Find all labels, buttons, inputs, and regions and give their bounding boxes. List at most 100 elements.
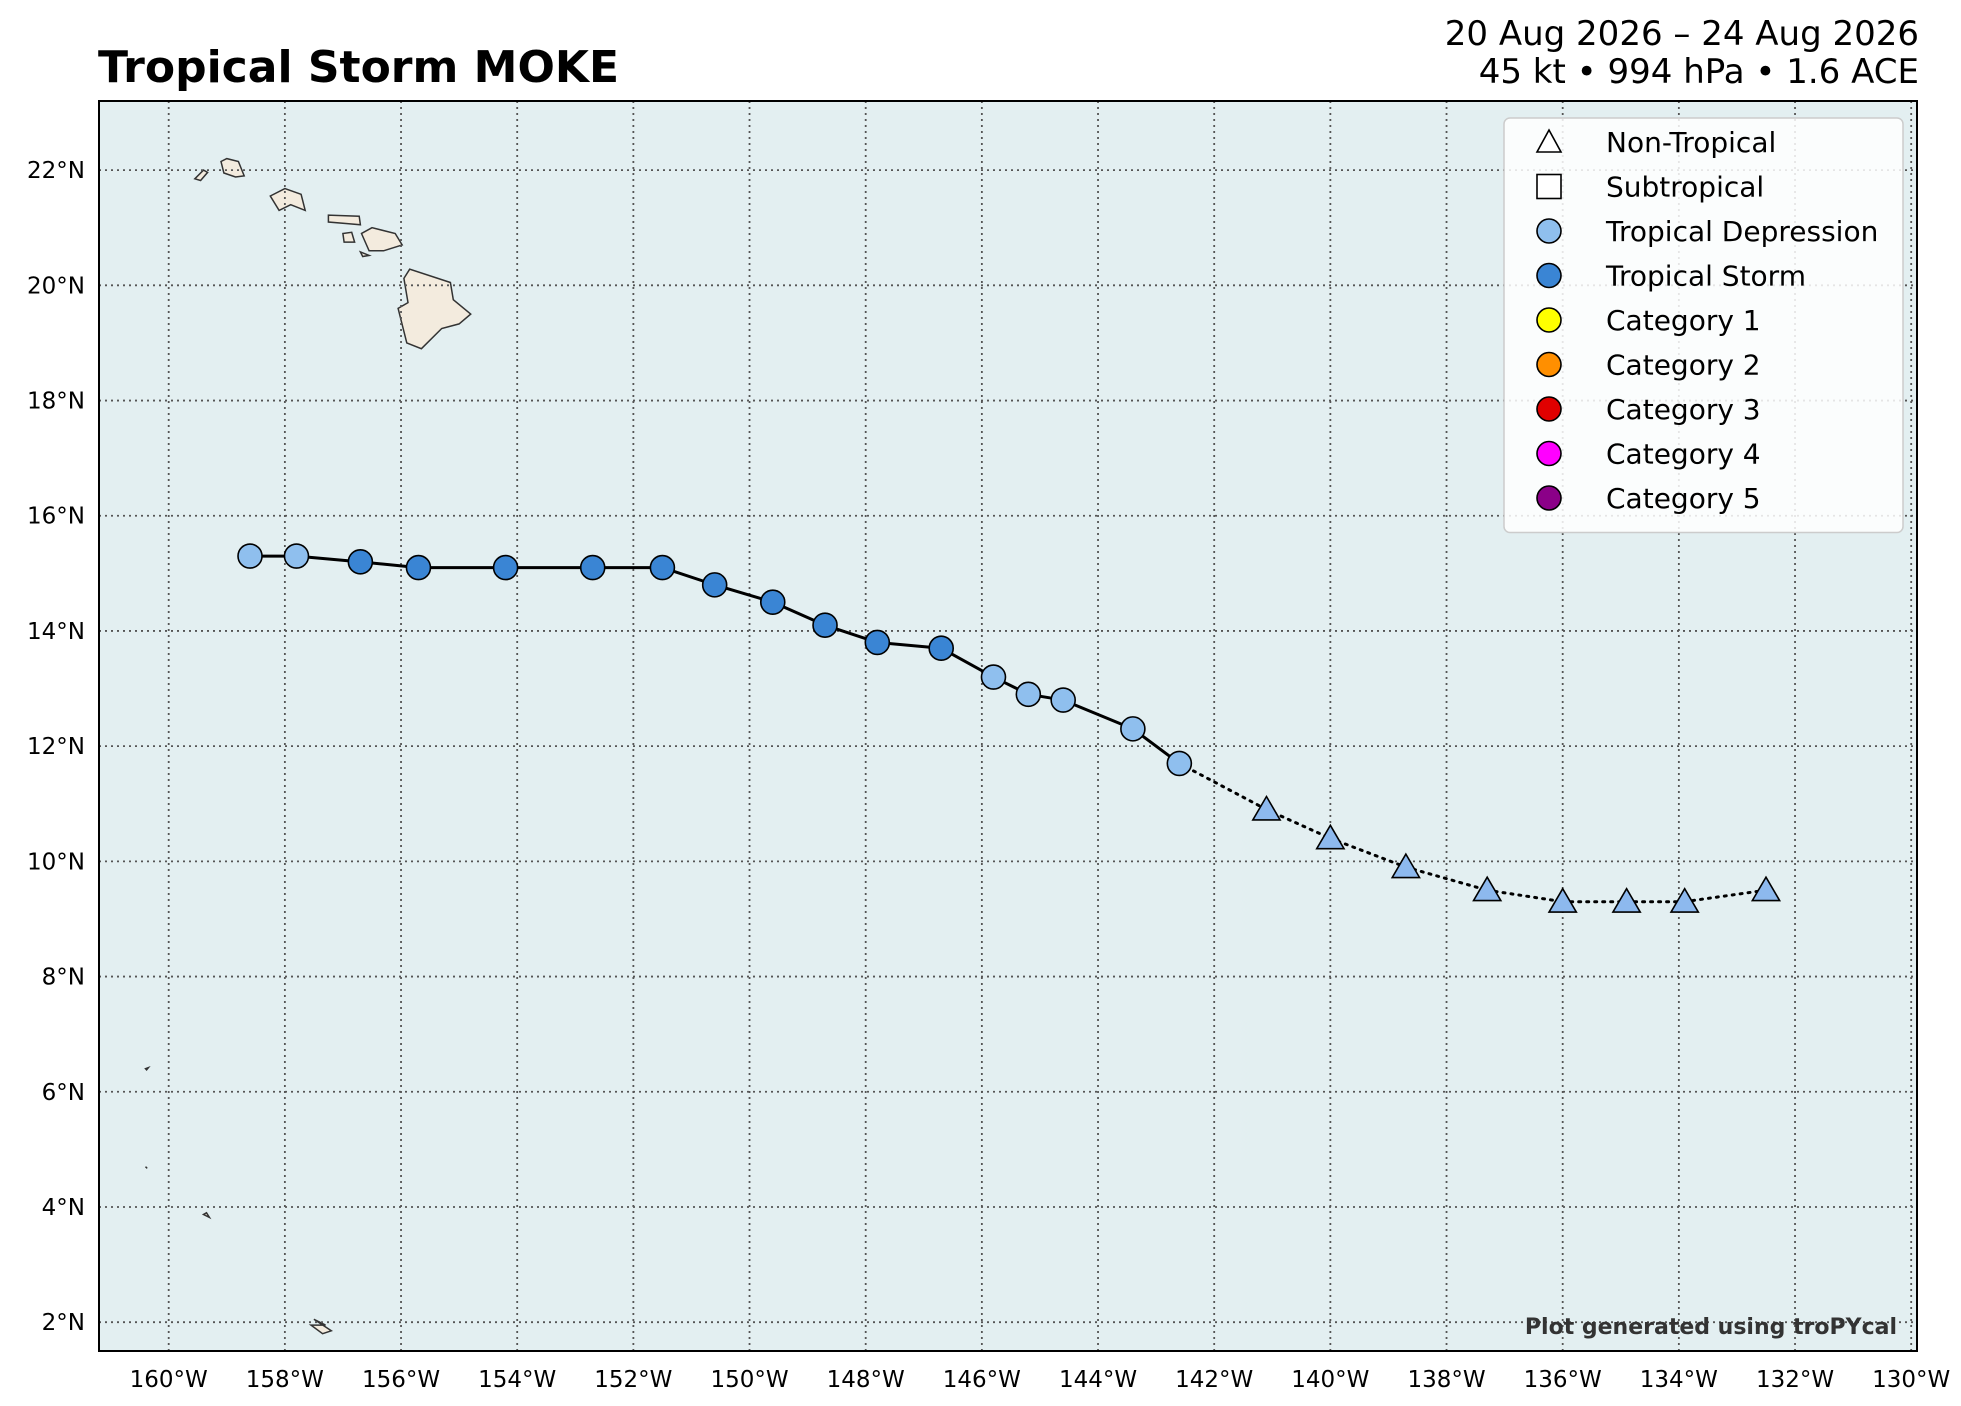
lat-tick-label: 2°N [42,1310,85,1336]
track-point-tropical-storm [928,635,955,662]
legend-marker-circle [1536,307,1562,333]
track-point-non-tropical [1611,887,1642,913]
track-segment [1485,888,1565,904]
map-frame [98,100,1918,1352]
lon-tick-label: 146°W [943,1367,1021,1393]
track-point-tropical-depression [237,543,263,569]
lon-tick-label: 150°W [710,1367,788,1393]
lat-tick-label: 16°N [27,504,85,530]
lon-tick-label: 144°W [1059,1367,1137,1393]
legend-marker-circle [1536,440,1562,467]
legend-label: Category 4 [1606,438,1761,471]
island-tabuaeran [201,1211,212,1220]
legend: Non-Tropical Subtropical Tropical Depressi… [1503,117,1904,534]
track-point-tropical-storm [579,554,606,581]
track-segment [1328,836,1408,869]
storm-track [237,543,1782,913]
island-lanai [342,231,356,243]
track-point-non-tropical [1472,875,1503,902]
legend-label: Category 5 [1606,482,1761,515]
track-point-tropical-storm [347,549,374,575]
legend-label: Tropical Storm [1605,260,1806,293]
lat-tick-label: 20°N [27,273,85,299]
track-point-non-tropical [1251,794,1282,821]
lon-tick-label: 148°W [827,1367,905,1393]
legend-marker-triangle [1535,128,1563,153]
island-kahoolawe [358,250,372,258]
track-point-non-tropical [1390,852,1421,879]
lon-tick-label: 152°W [594,1367,672,1393]
track-segment [1404,865,1489,892]
island-kauai [220,157,246,178]
plot-credit: Plot generated using troPYcal [1525,1315,1897,1340]
track-point-tropical-storm [864,629,891,656]
track-point-tropical-storm [649,554,676,581]
axis-tick-labels: 160°W 158°W 156°W 154°W 152°W 150°W 148°W 146°W… [27,158,1950,1393]
track-point-tropical-depression [1015,681,1042,708]
track-segment [1683,888,1768,904]
lon-tick-label: 158°W [246,1367,324,1393]
lon-tick-label: 142°W [1175,1367,1253,1393]
track-point-tropical-depression [283,543,310,569]
legend-marker-circle [1536,351,1562,378]
lon-tick-label: 134°W [1640,1367,1718,1393]
track-point-tropical-depression [980,664,1007,690]
track-point-tropical-depression [1120,716,1146,742]
island-teraina [144,1166,148,1169]
track-point-tropical-depression [1050,687,1076,713]
lat-tick-label: 12°N [27,734,85,760]
lon-tick-label: 160°W [130,1367,208,1393]
track-point-tropical-storm [701,572,728,598]
land-layer [144,157,472,1335]
legend-label: Subtropical [1606,171,1764,204]
track-point-tropical-storm [492,554,519,581]
island-maui [360,226,404,252]
lon-tick-label: 140°W [1291,1367,1369,1393]
island-niihau [193,169,209,182]
island-kingman-reef [144,1065,151,1072]
lon-tick-label: 154°W [478,1367,556,1393]
lat-tick-label: 18°N [27,389,85,415]
island-molokai [327,214,362,226]
island-hawaii [397,268,472,350]
legend-label: Category 1 [1606,304,1761,337]
lat-tick-label: 14°N [27,619,85,645]
lat-tick-label: 6°N [42,1080,85,1106]
track-point-non-tropical [1669,887,1700,913]
track-point-tropical-storm [812,612,838,638]
map-title: Tropical Storm MOKE [98,42,620,93]
island-kiritimati [308,1318,333,1335]
legend-label: Tropical Depression [1605,215,1878,248]
lon-tick-label: 136°W [1524,1367,1602,1393]
storm-intensity-stats: 45 kt • 994 hPa • 1.6 ACE [1478,52,1919,92]
track-point-non-tropical [1750,875,1782,902]
track-segment [1177,761,1268,812]
legend-label: Category 2 [1606,349,1761,382]
storm-date-range: 20 Aug 2026 – 24 Aug 2026 [1444,14,1919,54]
lon-tick-label: 132°W [1756,1367,1834,1393]
legend-marker-circle [1536,396,1562,422]
lon-tick-label: 130°W [1872,1367,1950,1393]
legend-marker-circle [1536,218,1562,244]
legend-box [1503,117,1904,534]
track-point-tropical-depression [1166,750,1193,777]
lon-tick-label: 138°W [1407,1367,1485,1393]
legend-marker-circle [1536,485,1562,511]
track-point-tropical-storm [405,554,432,581]
track-point-tropical-storm [759,589,786,615]
lon-tick-label: 156°W [362,1367,440,1393]
lat-tick-label: 22°N [27,158,85,184]
lat-tick-label: 8°N [42,965,85,991]
island-oahu [269,187,307,212]
lat-tick-label: 10°N [27,849,85,875]
track-point-non-tropical [1315,823,1346,850]
legend-marker-square [1536,173,1562,200]
gridlines [99,101,1917,1351]
lat-tick-label: 4°N [42,1195,85,1221]
track-segment [1264,808,1332,840]
legend-label: Non-Tropical [1606,126,1776,159]
legend-label: Category 3 [1606,393,1761,426]
legend-marker-circle [1536,262,1562,289]
track-point-non-tropical [1547,887,1578,913]
